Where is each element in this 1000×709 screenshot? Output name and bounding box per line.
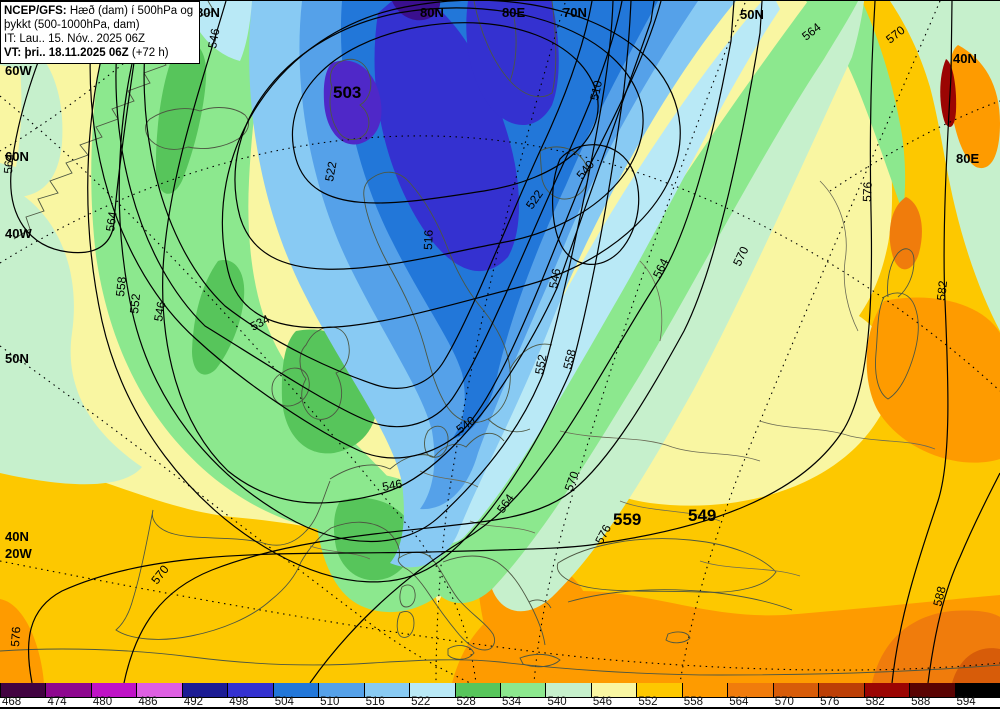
legend-value: 540 (545, 696, 591, 709)
contour-label: 516 (421, 229, 436, 250)
center-value-label: 549 (688, 506, 716, 525)
legend-cell: 552 (636, 682, 682, 709)
weather-map: 510 516 522 522 534 540 540 546 546 546 546 552 552 5… (0, 0, 1000, 683)
contour-label: 582 (934, 280, 950, 302)
legend-cell: 504 (272, 682, 319, 709)
legend-value: 504 (272, 696, 319, 709)
legend-value: 582 (863, 696, 910, 709)
thickness-color-legend: 468 474 480 486 492 498 504 510 516 522 528 534 540 5… (0, 682, 1000, 709)
graticule-label: 40N (953, 51, 977, 66)
legend-cell: 564 (727, 682, 773, 709)
contour-label: 576 (8, 626, 23, 647)
graticule-label: 80N (196, 5, 220, 20)
graticule-label: 40W (5, 226, 32, 241)
legend-cell: 576 (818, 682, 864, 709)
pressure-center-labels: 503 559 549 (333, 83, 716, 529)
legend-value: 480 (90, 696, 137, 709)
legend-value: 558 (681, 696, 728, 709)
legend-value: 570 (772, 696, 819, 709)
legend-value: 594 (954, 696, 1000, 709)
legend-cell: 474 (45, 682, 91, 709)
graticule-label: 80N (420, 5, 444, 20)
contour-label: 546 (205, 27, 222, 49)
legend-value: 516 (363, 696, 410, 709)
contour-label: 558 (113, 276, 129, 298)
graticule-label: 20W (5, 546, 32, 561)
legend-cell: 534 (499, 682, 546, 709)
legend-value: 546 (590, 696, 637, 709)
legend-value: 552 (636, 696, 682, 709)
title-line-4: VT: þri.. 18.11.2025 06Z (+72 h) (4, 47, 169, 60)
legend-cell: 546 (590, 682, 637, 709)
legend-cell: 468 (0, 682, 46, 709)
contour-label: 588 (930, 585, 949, 608)
legend-value: 468 (0, 696, 46, 709)
title-box: NCEP/GFS: Hæð (dam) í 500hPa og þykkt (5… (0, 1, 201, 65)
legend-value: 486 (136, 696, 182, 709)
map-canvas: 5105165225225345405405465465465465525525… (0, 1, 1000, 683)
contour-label: 552 (532, 353, 549, 375)
contour-label: 546 (151, 300, 168, 322)
contour-label: 570 (562, 469, 582, 493)
legend-cell: 486 (136, 682, 182, 709)
legend-value: 498 (227, 696, 273, 709)
legend-cell: 570 (772, 682, 819, 709)
graticule-label: 50N (5, 351, 29, 366)
legend-cell: 510 (318, 682, 364, 709)
center-value-label: 503 (333, 83, 361, 102)
thickness-fill-bands (0, 1, 1000, 683)
legend-value: 522 (409, 696, 455, 709)
graticule-label: 80E (956, 151, 979, 166)
legend-cell: 498 (227, 682, 273, 709)
title-line-2: þykkt (500-1000hPa, dam) (4, 19, 140, 32)
legend-cell: 582 (863, 682, 910, 709)
graticule-label: 60W (5, 63, 32, 78)
graticule-label: 50N (740, 7, 764, 22)
graticule-label: 40N (5, 529, 29, 544)
contour-label: 558 (560, 348, 579, 371)
contour-label: 564 (1, 153, 16, 174)
legend-cell: 558 (681, 682, 728, 709)
contour-label: 564 (103, 210, 120, 232)
contour-label: 546 (546, 267, 563, 289)
title-line-1: NCEP/GFS: Hæð (dam) í 500hPa og (4, 5, 194, 17)
legend-cell: 588 (909, 682, 955, 709)
legend-cell: 540 (545, 682, 591, 709)
contour-label: 546 (381, 477, 403, 494)
center-value-label: 559 (613, 510, 641, 529)
legend-value: 576 (818, 696, 864, 709)
legend-value: 474 (45, 696, 91, 709)
legend-value: 534 (499, 696, 546, 709)
legend-cell: 480 (90, 682, 137, 709)
contour-label: 510 (587, 79, 605, 102)
legend-cell: 492 (181, 682, 228, 709)
legend-cell: 528 (454, 682, 500, 709)
title-line-3: IT: Lau.. 15. Nóv.. 2025 06Z (4, 33, 146, 46)
contour-label: 522 (322, 160, 339, 182)
legend-cell: 594 (954, 682, 1000, 709)
graticule-label: 70N (563, 5, 587, 20)
coastlines (0, 1, 1000, 676)
legend-cell: 522 (409, 682, 455, 709)
legend-value: 588 (909, 696, 955, 709)
legend-value: 492 (181, 696, 228, 709)
legend-value: 528 (454, 696, 500, 709)
graticule-labels: 80N 80N 80E 70N 50N 40N 80E 60W 60N 40W 50N 40N 20W (5, 5, 979, 561)
graticule-label: 80E (502, 5, 525, 20)
legend-value: 510 (318, 696, 364, 709)
graticule-label: 60N (5, 149, 29, 164)
contour-label: 576 (860, 181, 875, 202)
height-contours (10, 1, 1000, 683)
legend-value: 564 (727, 696, 773, 709)
legend-cell: 516 (363, 682, 410, 709)
contour-label: 552 (127, 293, 143, 315)
